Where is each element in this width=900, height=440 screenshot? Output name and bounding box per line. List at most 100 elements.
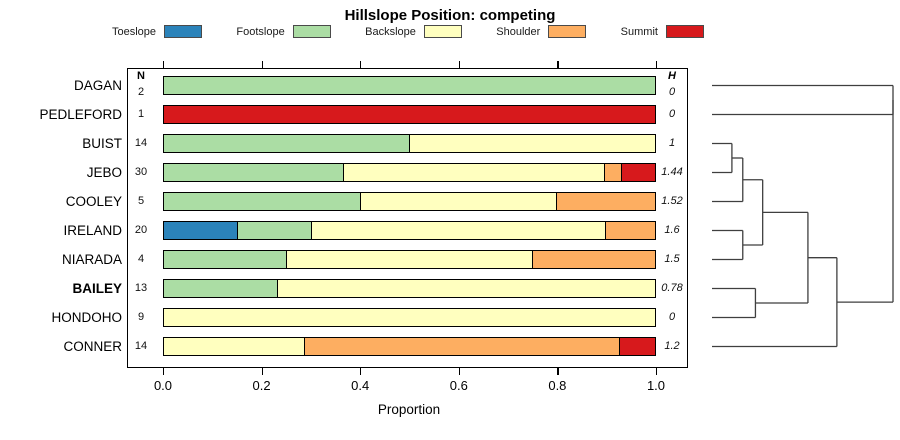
n-value: 20 xyxy=(134,224,148,236)
bar-row xyxy=(163,192,656,211)
x-axis-tick-bottom xyxy=(557,367,559,375)
row-label: COOLEY xyxy=(65,193,122,209)
x-axis-tick-top xyxy=(557,60,559,68)
n-value: 1 xyxy=(137,108,145,120)
h-value: 1.5 xyxy=(664,253,680,265)
x-axis-tick-bottom xyxy=(656,367,658,375)
legend-swatch xyxy=(292,25,331,38)
bar-segment-summit xyxy=(619,338,655,355)
bar-segment-toeslope xyxy=(164,222,238,239)
bar-segment-backslope xyxy=(164,338,304,355)
bar-segment-backslope xyxy=(311,222,606,239)
x-axis-tick-top xyxy=(458,60,460,68)
bar-segment-backslope xyxy=(277,280,655,297)
row-label: HONDOHO xyxy=(51,309,123,325)
bar-segment-shoulder xyxy=(604,164,622,181)
bar-segment-summit xyxy=(621,164,656,181)
n-value: 14 xyxy=(134,340,148,352)
h-value: 0 xyxy=(668,108,676,120)
bar-segment-shoulder xyxy=(605,222,655,239)
bar-segment-footslope xyxy=(164,164,344,181)
legend-swatch xyxy=(423,25,462,38)
bar-segment-backslope xyxy=(164,309,655,326)
h-value: 1.2 xyxy=(664,340,680,352)
n-value: 9 xyxy=(137,311,145,323)
x-axis-tick-top xyxy=(656,60,658,68)
bar-segment-footslope xyxy=(164,193,360,210)
n-value: 5 xyxy=(137,195,145,207)
h-column-header: H xyxy=(668,70,676,82)
n-value: 14 xyxy=(134,137,148,149)
legend-label: Shoulder xyxy=(496,25,541,38)
n-value: 30 xyxy=(134,166,148,178)
legend-swatch xyxy=(164,25,203,38)
bar-segment-footslope xyxy=(164,135,409,152)
x-axis-tick-top xyxy=(360,60,362,68)
bar-row xyxy=(163,76,656,95)
legend-label: Toeslope xyxy=(112,25,157,38)
row-label: PEDLEFORD xyxy=(39,106,122,122)
n-value: 13 xyxy=(134,282,148,294)
x-tick-label: 0.2 xyxy=(252,378,271,393)
legend-swatch xyxy=(665,25,704,38)
bar-segment-backslope xyxy=(343,164,605,181)
bar-segment-footslope xyxy=(164,280,278,297)
row-label: IRELAND xyxy=(63,222,122,238)
h-value: 1.6 xyxy=(664,224,680,236)
bar-row xyxy=(163,308,656,327)
bar-segment-summit xyxy=(164,106,655,123)
n-column-header: N xyxy=(137,70,145,82)
x-axis-tick-top xyxy=(163,60,165,68)
h-value: 0 xyxy=(668,85,676,98)
h-value: 1 xyxy=(668,137,676,149)
bar-segment-backslope xyxy=(286,251,532,268)
bar-segment-footslope xyxy=(164,251,287,268)
row-label: JEBO xyxy=(86,164,122,180)
x-axis-tick-bottom xyxy=(458,367,460,375)
x-tick-label: 0.8 xyxy=(548,378,567,393)
bar-segment-backslope xyxy=(359,193,557,210)
legend-item: Backslope xyxy=(365,25,462,38)
row-label: BUIST xyxy=(82,135,122,151)
n-value: 2 xyxy=(137,85,145,98)
bar-row xyxy=(163,134,656,153)
n-value: 4 xyxy=(137,253,145,265)
x-axis-tick-bottom xyxy=(360,367,362,375)
bar-row xyxy=(163,250,656,269)
x-tick-label: 0.6 xyxy=(449,378,468,393)
bar-segment-footslope xyxy=(164,77,655,94)
bar-segment-footslope xyxy=(237,222,312,239)
x-tick-label: 0.4 xyxy=(351,378,370,393)
bar-row xyxy=(163,105,656,124)
h-value: 1.52 xyxy=(661,195,683,207)
legend-label: Backslope xyxy=(365,25,416,38)
x-axis-tick-bottom xyxy=(163,367,165,375)
row-label: CONNER xyxy=(63,338,122,354)
legend-item: Toeslope xyxy=(112,25,203,38)
bar-row xyxy=(163,279,656,298)
x-axis-label: Proportion xyxy=(377,402,441,417)
legend: Toeslope Footslope Backslope Shoulder Summit xyxy=(112,25,704,38)
bar-segment-backslope xyxy=(409,135,655,152)
x-tick-label: 1.0 xyxy=(646,378,666,393)
row-label: NIARADA xyxy=(61,251,122,267)
row-label: DAGAN xyxy=(73,77,122,93)
h-value: 0 xyxy=(668,311,676,323)
chart-title: Hillslope Position: competing xyxy=(344,7,556,24)
bar-segment-shoulder xyxy=(303,338,620,355)
bar-row xyxy=(163,221,656,240)
legend-label: Footslope xyxy=(236,25,285,38)
bar-segment-shoulder xyxy=(556,193,655,210)
h-value: 0.78 xyxy=(661,282,683,294)
legend-swatch xyxy=(548,25,587,38)
row-label: BAILEY xyxy=(72,280,122,296)
h-value: 1.44 xyxy=(661,166,683,178)
legend-item: Footslope xyxy=(236,25,331,38)
legend-item: Summit xyxy=(621,25,704,38)
x-axis-tick-top xyxy=(261,60,263,68)
legend-item: Shoulder xyxy=(496,25,587,38)
x-axis-tick-bottom xyxy=(261,367,263,375)
bar-row xyxy=(163,163,656,182)
legend-label: Summit xyxy=(620,25,658,38)
